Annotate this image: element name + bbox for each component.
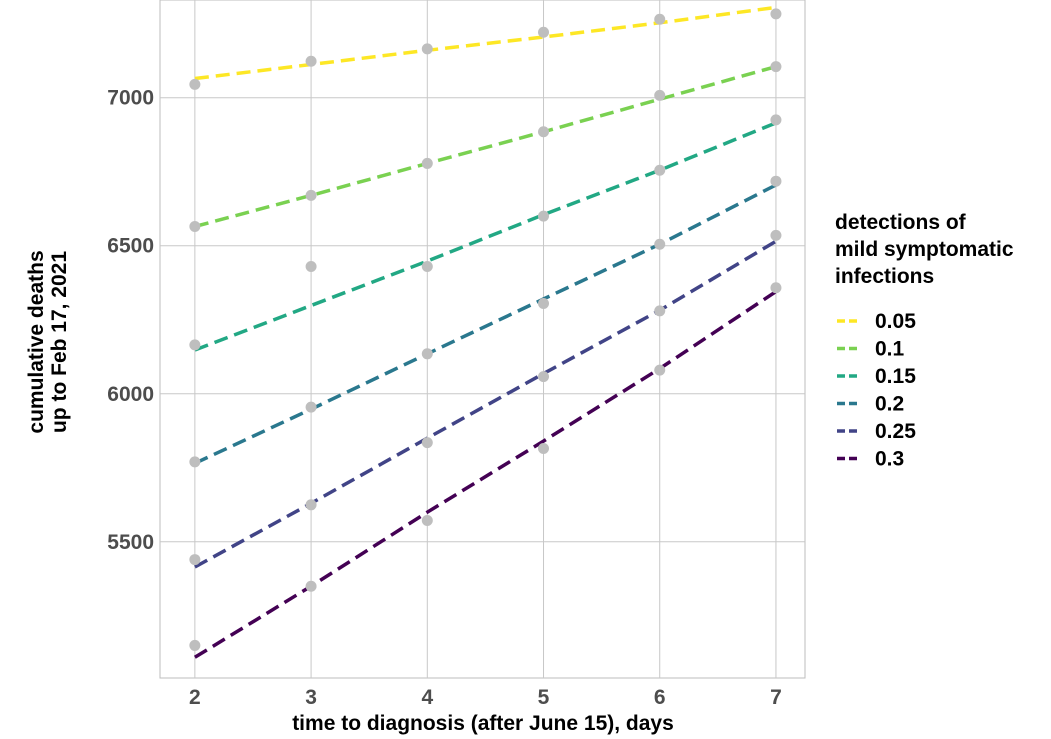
x-tick-label: 7	[770, 686, 782, 709]
data-point-0-15	[189, 339, 201, 351]
legend: detections of mild symptomatic infection…	[835, 211, 1014, 471]
data-point-0-25	[305, 499, 317, 511]
legend-title-line-1: detections of	[835, 211, 967, 234]
legend-label-0-25: 0.25	[875, 420, 916, 443]
data-point-0-1	[654, 89, 666, 101]
data-point-0-05	[654, 13, 666, 25]
data-point-0-1	[305, 189, 317, 201]
series-line-0-1	[194, 64, 777, 229]
data-point-0-15	[538, 210, 550, 222]
data-point-0-15	[305, 260, 317, 272]
data-point-0-2	[770, 175, 782, 187]
legend-items: 0.05 0.1 0.15 0.2 0.25 0.3	[837, 310, 916, 471]
series-line-0-25	[194, 239, 777, 569]
series-lines	[193, 5, 777, 659]
x-tick-label: 6	[654, 686, 666, 709]
series-line-0-3	[193, 290, 777, 659]
data-point-0-25	[770, 229, 782, 241]
data-point-0-25	[421, 437, 433, 449]
data-point-0-05	[538, 26, 550, 38]
y-tick-label: 6500	[107, 235, 154, 258]
data-point-0-3	[654, 364, 666, 376]
data-points	[189, 8, 782, 651]
legend-label-0-2: 0.2	[875, 393, 904, 416]
series-line-0-05	[194, 5, 777, 81]
data-point-0-1	[189, 220, 201, 232]
data-point-0-25	[654, 305, 666, 317]
legend-label-0-3: 0.3	[875, 448, 904, 471]
data-point-0-3	[189, 639, 201, 651]
data-point-0-15	[654, 164, 666, 176]
data-point-0-15	[421, 260, 433, 272]
y-tick-label: 5500	[107, 531, 154, 554]
x-tick-label: 5	[538, 686, 550, 709]
legend-title-line-3: infections	[835, 265, 934, 288]
data-point-0-1	[538, 126, 550, 138]
x-tick-label: 4	[421, 686, 433, 709]
data-point-0-25	[189, 554, 201, 566]
y-axis-title-line-2: up to Feb 17, 2021	[48, 251, 71, 433]
legend-label-0-05: 0.05	[875, 310, 916, 333]
legend-title-line-2: mild symptomatic	[835, 238, 1014, 261]
data-point-0-3	[770, 282, 782, 294]
data-point-0-3	[538, 443, 550, 455]
data-point-0-2	[305, 401, 317, 413]
y-axis-title-line-1: cumulative deaths	[25, 250, 48, 433]
data-point-0-05	[770, 8, 782, 20]
y-axis-title: cumulative deaths up to Feb 17, 2021	[25, 250, 71, 433]
data-point-0-05	[421, 43, 433, 55]
data-point-0-05	[189, 78, 201, 90]
data-point-0-2	[189, 456, 201, 468]
grid-lines	[159, 0, 806, 679]
data-point-0-3	[421, 514, 433, 526]
y-tick-label: 6000	[107, 383, 154, 406]
x-axis-ticks: 2 3 4 5 6 7	[189, 686, 782, 709]
data-point-0-1	[421, 157, 433, 169]
legend-label-0-1: 0.1	[875, 338, 905, 361]
data-point-0-3	[305, 580, 317, 592]
data-point-0-05	[305, 55, 317, 67]
legend-label-0-15: 0.15	[875, 365, 916, 388]
y-tick-label: 7000	[107, 87, 154, 110]
series-line-0-15	[194, 121, 777, 352]
data-point-0-1	[770, 61, 782, 73]
plot-panel-border	[159, 0, 806, 679]
y-axis-ticks: 5500 6000 6500 7000	[107, 87, 154, 554]
data-point-0-15	[770, 114, 782, 126]
data-point-0-25	[538, 371, 550, 383]
series-line-0-2	[194, 183, 777, 465]
data-point-0-2	[654, 238, 666, 250]
data-point-0-2	[421, 348, 433, 360]
x-tick-label: 3	[305, 686, 317, 709]
x-tick-label: 2	[189, 686, 201, 709]
x-axis-title: time to diagnosis (after June 15), days	[292, 712, 674, 735]
data-point-0-2	[538, 297, 550, 309]
